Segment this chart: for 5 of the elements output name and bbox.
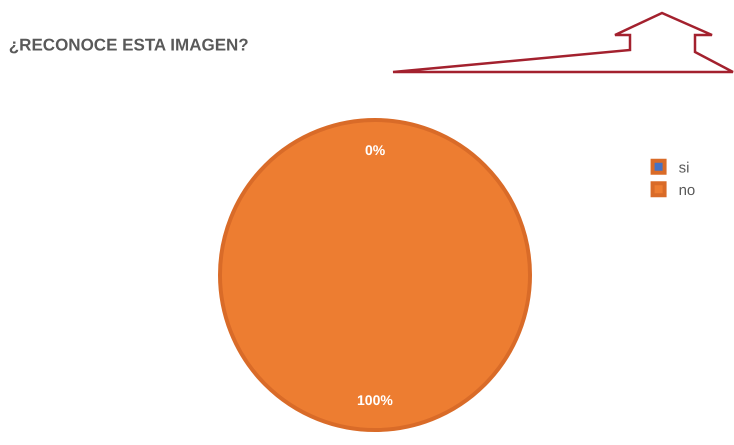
legend-label: no [678,182,696,200]
data-label: 100% [357,392,394,408]
text: 0% [365,142,386,158]
chart-title: ¿RECONOCE ESTA IMAGEN? [8,35,249,54]
legend-label: si [678,160,690,177]
